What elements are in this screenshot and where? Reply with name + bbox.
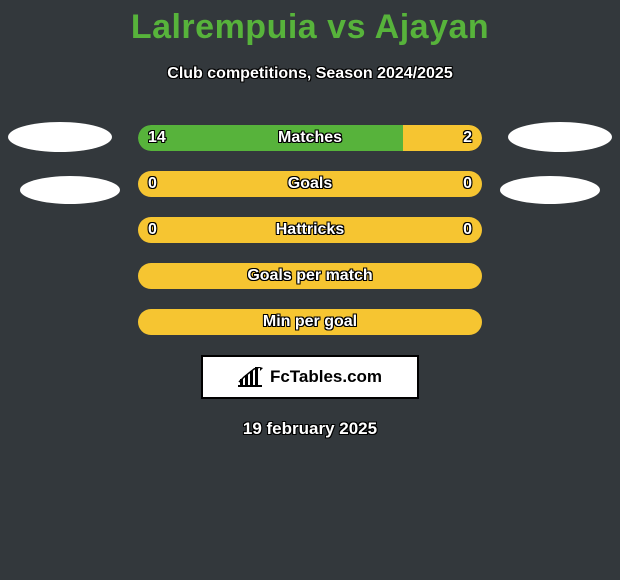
comparison-card: Lalrempuia vs Ajayan Club competitions, … bbox=[0, 0, 620, 580]
badge-text: FcTables.com bbox=[270, 367, 382, 387]
stat-value-left: 14 bbox=[148, 125, 166, 151]
stat-value-right: 2 bbox=[463, 125, 472, 151]
page-title: Lalrempuia vs Ajayan bbox=[0, 0, 620, 47]
stat-bar bbox=[138, 263, 482, 289]
date-label: 19 february 2025 bbox=[0, 419, 620, 439]
title-right: Ajayan bbox=[375, 8, 490, 46]
title-vs: vs bbox=[327, 8, 366, 46]
stat-bar bbox=[138, 217, 482, 243]
stat-row: Min per goal bbox=[0, 309, 620, 335]
stat-value-right: 0 bbox=[463, 171, 472, 197]
source-badge: FcTables.com bbox=[201, 355, 419, 399]
decor-ellipse bbox=[500, 176, 600, 204]
stat-bar bbox=[138, 309, 482, 335]
subtitle: Club competitions, Season 2024/2025 bbox=[0, 65, 620, 83]
stat-row: Goals per match bbox=[0, 263, 620, 289]
stat-row: Hattricks00 bbox=[0, 217, 620, 243]
stat-bar bbox=[138, 171, 482, 197]
stat-bar bbox=[138, 125, 482, 151]
stat-value-right: 0 bbox=[463, 217, 472, 243]
decor-ellipse bbox=[20, 176, 120, 204]
decor-ellipse bbox=[508, 122, 612, 152]
title-left: Lalrempuia bbox=[131, 8, 317, 46]
stat-bar-left bbox=[138, 125, 403, 151]
chart-icon bbox=[238, 367, 264, 387]
stat-rows: Matches142Goals00Hattricks00Goals per ma… bbox=[0, 125, 620, 335]
stat-value-left: 0 bbox=[148, 171, 157, 197]
stat-value-left: 0 bbox=[148, 217, 157, 243]
decor-ellipse bbox=[8, 122, 112, 152]
